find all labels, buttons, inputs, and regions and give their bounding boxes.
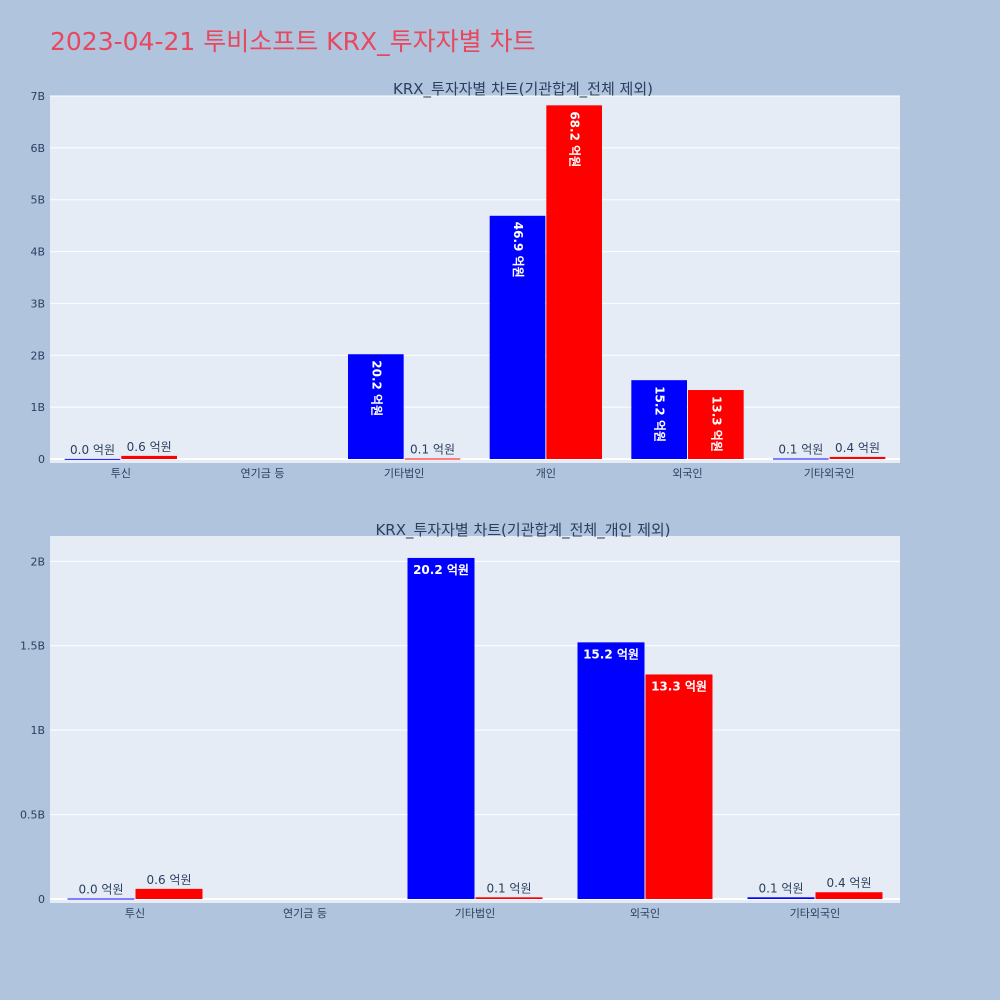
x-tick-label: 기타법인 <box>455 907 495 920</box>
bar <box>64 458 121 460</box>
y-tick-label: 2B <box>30 555 45 568</box>
bar <box>404 458 461 460</box>
y-tick-label: 7B <box>30 90 45 103</box>
y-tick-label: 1B <box>30 401 45 414</box>
bar <box>67 898 135 900</box>
x-tick-label: 투신 <box>125 907 145 920</box>
bar-data-label: 68.2 억원 <box>568 111 582 167</box>
x-tick-label: 연기금 등 <box>241 467 285 480</box>
bar <box>815 892 883 899</box>
bar-data-label: 0.1 억원 <box>410 442 455 456</box>
y-tick-label: 2B <box>30 349 45 362</box>
x-tick-label: 투신 <box>111 467 131 480</box>
y-tick-label: 1.5B <box>20 640 45 653</box>
bar-data-label: 0.4 억원 <box>827 876 872 890</box>
y-tick-label: 0 <box>38 453 45 466</box>
chart-title: KRX_투자자별 차트(기관합계_전체 제외) <box>393 80 653 99</box>
x-tick-label: 연기금 등 <box>283 907 327 920</box>
bar-data-label: 0.1 억원 <box>778 442 823 456</box>
bar <box>348 354 404 459</box>
bar <box>577 642 645 899</box>
bar <box>829 456 886 459</box>
bar <box>747 897 815 899</box>
chart-bottom: 0 0.5B 1B 1.5B 2B KRX_투자자별 차트(기관합계_전체_개인 제외) 투… <box>20 521 900 920</box>
x-tick-label: 기타외국인 <box>790 907 841 920</box>
bar-data-label: 20.2 억원 <box>369 360 383 416</box>
y-tick-label: 4B <box>30 246 45 259</box>
bar-data-label: 15.2 억원 <box>583 647 639 661</box>
bar-data-label: 15.2 억원 <box>653 386 667 442</box>
bar-data-label: 0.6 억원 <box>127 440 172 454</box>
bar <box>546 105 602 459</box>
bar <box>489 215 546 459</box>
bar-data-label: 0.1 억원 <box>759 881 804 895</box>
bar <box>645 674 713 899</box>
bar <box>135 888 203 899</box>
bar-data-label: 0.6 억원 <box>147 873 192 887</box>
bar-data-label: 0.1 억원 <box>487 881 532 895</box>
y-tick-label: 1B <box>30 724 45 737</box>
y-tick-label: 0 <box>38 893 45 906</box>
x-tick-label: 외국인 <box>672 467 702 480</box>
chart-top: 0 1B 2B 3B 4B 5B 6B 7B KRX_투자자별 차트(기관합계_전체 제외) 투신… <box>30 80 900 480</box>
chart-title: KRX_투자자별 차트(기관합계_전체_개인 제외) <box>375 521 670 540</box>
y-tick-label: 5B <box>30 194 45 207</box>
bar-data-label: 20.2 억원 <box>413 563 469 577</box>
bar <box>407 557 475 899</box>
x-tick-label: 개인 <box>536 467 556 480</box>
x-tick-label: 기타법인 <box>384 467 424 480</box>
y-tick-label: 3B <box>30 297 45 310</box>
y-tick-label: 0.5B <box>20 809 45 822</box>
bar <box>475 897 543 899</box>
plot-area <box>50 536 900 903</box>
bar-data-label: 13.3 억원 <box>651 679 707 693</box>
y-tick-label: 6B <box>30 142 45 155</box>
x-tick-label: 기타외국인 <box>804 467 855 480</box>
bar-data-label: 13.3 억원 <box>709 396 723 452</box>
plot-area <box>50 96 900 463</box>
bar <box>688 390 744 459</box>
bar-data-label: 0.0 억원 <box>79 882 124 896</box>
bar <box>631 380 687 459</box>
page-title: 2023-04-21 투비소프트 KRX_투자자별 차트 <box>50 27 536 56</box>
x-tick-label: 외국인 <box>630 907 660 920</box>
bar-data-label: 0.0 억원 <box>70 443 115 457</box>
bar <box>121 455 177 459</box>
bar-data-label: 46.9 억원 <box>511 222 525 278</box>
bar <box>773 458 829 460</box>
bar-data-label: 0.4 억원 <box>835 441 880 455</box>
